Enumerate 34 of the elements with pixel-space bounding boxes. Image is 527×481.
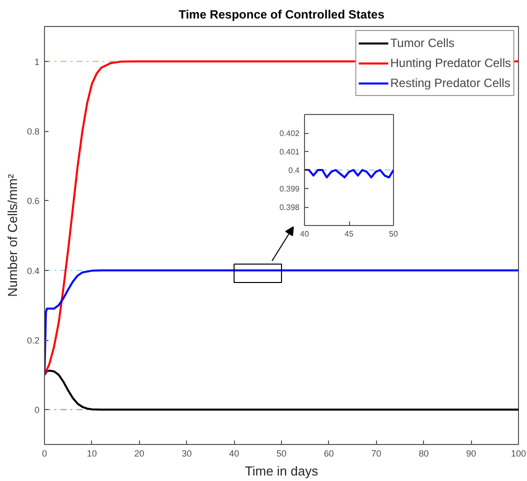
y-tick-label: 0 [34,405,40,416]
line-series [44,269,518,376]
x-tick-label: 100 [510,448,526,458]
line-series [44,370,518,411]
y-tick-label: 0.4 [26,266,40,276]
x-axis-title: Time in days [244,464,319,478]
y-tick-label: 0.399 [279,184,300,194]
x-tick-label: 40 [229,448,240,458]
x-tick-label: 0 [42,448,48,458]
x-tick-label: 50 [276,448,287,458]
x-tick-label: 40 [300,230,310,238]
y-tick-label: 0.398 [279,203,300,212]
line-series [304,169,394,178]
x-tick-label: 50 [389,230,398,238]
y-tick-label: 0.401 [279,148,300,156]
y-tick-label: 0.6 [26,196,40,206]
x-tick-label: 30 [182,448,192,458]
x-tick-label: 10 [86,448,97,458]
x-tick-label: 80 [418,448,429,458]
chart-title: Time Responce of Controlled States [178,8,385,22]
y-tick-label: 1 [34,56,40,67]
legend-label: Hunting Predator Cells [390,56,511,70]
legend-label: Resting Predator Cells [390,76,510,90]
x-tick-label: 45 [344,230,354,238]
x-tick-label: 90 [466,448,476,458]
y-tick-label: 0.8 [26,126,40,136]
y-tick-label: 0.4 [288,166,300,175]
x-tick-label: 20 [134,448,144,458]
y-tick-label: 0.402 [279,129,300,138]
x-tick-label: 70 [371,448,382,458]
legend-label: Tumor Cells [390,36,454,50]
x-tick-label: 60 [324,448,334,458]
y-tick-label: 0.2 [26,336,40,346]
y-axis-title: Number of Cells/mm² [4,173,20,297]
